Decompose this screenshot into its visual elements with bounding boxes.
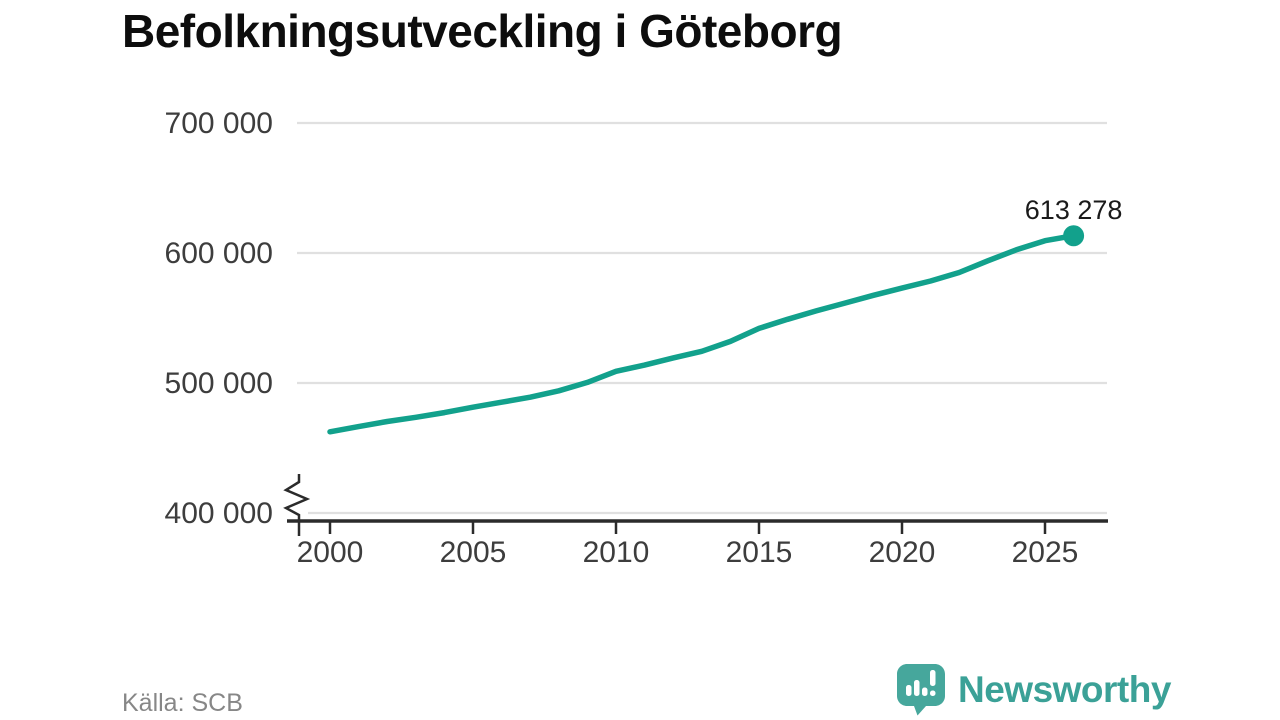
end-point-dot <box>1063 225 1085 247</box>
exclamation-bar-icon <box>930 670 936 686</box>
x-axis-tick-label: 2020 <box>869 536 936 569</box>
bar-icon-2 <box>914 680 920 696</box>
y-axis-tick-label: 700 000 <box>165 107 273 140</box>
bar-icon-3 <box>922 687 928 696</box>
population-series-line <box>327 232 1077 435</box>
y-axis-break-icon <box>283 474 311 536</box>
chart-title: Befolkningsutveckling i Göteborg <box>122 5 843 57</box>
exclamation-dot-icon <box>930 690 936 696</box>
bar-icon-1 <box>906 685 912 696</box>
newsworthy-logo: Newsworthy <box>897 663 1171 717</box>
y-axis-tick-label: 400 000 <box>165 497 273 530</box>
x-axis-tick-label: 2005 <box>440 536 507 569</box>
y-axis-tick-label: 500 000 <box>165 367 273 400</box>
brand-name: Newsworthy <box>958 669 1171 710</box>
source-note: Källa: SCB <box>122 689 243 717</box>
end-value-label: 613 278 <box>1025 195 1123 225</box>
x-axis-tick-label: 2025 <box>1012 536 1079 569</box>
newsworthy-chart-bubble-icon <box>897 664 945 716</box>
y-axis-tick-label: 600 000 <box>165 237 273 270</box>
x-axis-tick-label: 2010 <box>583 536 650 569</box>
x-axis-tick-label: 2015 <box>726 536 793 569</box>
speech-bubble-shape <box>897 664 945 716</box>
x-axis-tick-label: 2000 <box>297 536 364 569</box>
